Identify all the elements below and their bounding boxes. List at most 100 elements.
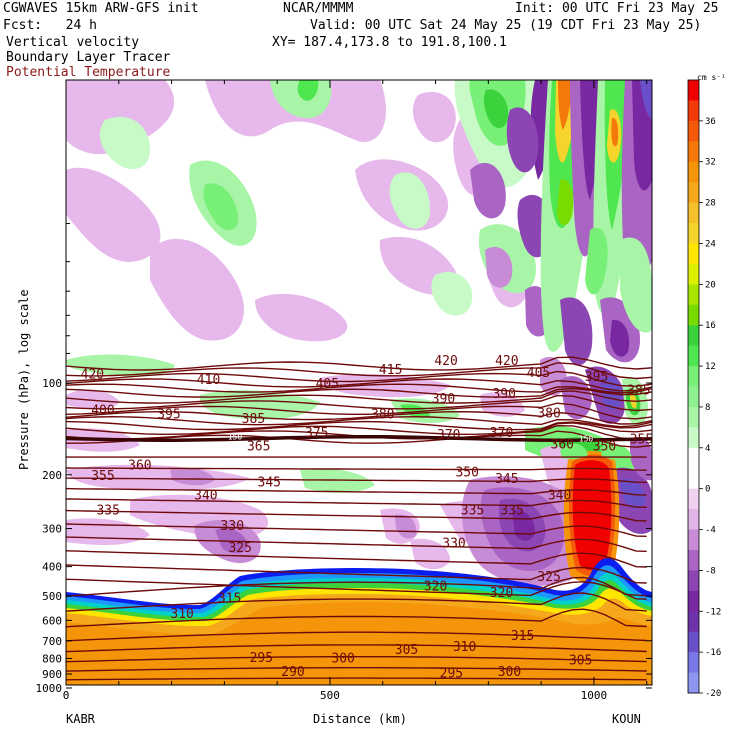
x-axis-title: Distance (km) (313, 712, 407, 726)
isentrope-line (66, 390, 652, 404)
svg-text:345: 345 (495, 472, 518, 487)
model-title: CGWAVES 15km ARW-GFS init (3, 1, 199, 16)
isentrope-line (66, 631, 647, 642)
isentrope-line (66, 422, 652, 436)
isentrope-line (66, 362, 652, 380)
init-time: Init: 00 UTC Fri 23 May 25 (515, 1, 719, 16)
isentrope-label: 295 (250, 651, 273, 666)
isentrope-line (66, 378, 652, 392)
isentrope-line (66, 487, 647, 496)
colorbar-swatch (688, 325, 699, 347)
colorbar-swatch (688, 386, 699, 408)
isentrope-label: 385 (627, 383, 650, 398)
colorbar-swatch (688, 120, 699, 142)
isentrope-label: 325 (228, 541, 251, 556)
isentrope-label: 340 (194, 488, 217, 503)
isentrope-label: 365 (247, 439, 270, 454)
colorbar-tick-label: 8 (705, 403, 710, 413)
right-station-label: KOUN (612, 712, 641, 726)
svg-text:390: 390 (492, 387, 515, 402)
isentrope-label: 395 (585, 370, 608, 385)
isentrope-label: 400 (91, 403, 114, 418)
y-tick-label: 800 (42, 652, 62, 665)
isentrope-line (66, 592, 647, 612)
isentrope-label: 405 (527, 366, 550, 381)
colorbar-swatch (688, 80, 699, 101)
colorbar-tick-label: 12 (705, 362, 716, 372)
isentrope-label: 390 (432, 392, 455, 407)
isentrope-label: 310 (453, 640, 476, 655)
forecast-hour: Fcst: 24 h (3, 18, 97, 33)
svg-text:335: 335 (96, 504, 119, 519)
svg-text:385: 385 (627, 383, 650, 398)
isentrope-label: 370 (490, 426, 513, 441)
colorbar-swatch (688, 141, 699, 163)
x-tick-label: 0 (63, 689, 70, 702)
colorbar-swatch (688, 345, 699, 367)
isentrope-label: 355 (630, 432, 652, 447)
isentrope-line (66, 370, 652, 388)
isentrope-label: 385 (242, 412, 265, 427)
isentrope-line (66, 467, 647, 471)
isentrope-label: 305 (395, 643, 418, 658)
colorbar-tick-label: 32 (705, 158, 716, 168)
isentrope-label: 420 (81, 367, 104, 382)
colorbar-swatch (688, 549, 699, 571)
isentrope-label: 405 (316, 377, 339, 392)
x-axis: 0 500 1000 (63, 80, 648, 702)
svg-text:295: 295 (250, 651, 273, 666)
isentrope-label: 395 (157, 408, 180, 423)
colorbar-tick-label: 0 (705, 485, 710, 495)
isentrope-label: 345 (258, 475, 281, 490)
isentrope-line (66, 550, 647, 568)
colorbar-swatch (688, 468, 699, 490)
boundary-layer-tracer (66, 557, 652, 685)
isentrope-label: 310 (170, 607, 193, 622)
isentrope-line (66, 498, 647, 508)
svg-text:410: 410 (197, 373, 220, 388)
isentrope-label: 320 (424, 580, 447, 595)
colorbar-swatch (688, 529, 699, 551)
isentrope-line (66, 644, 647, 653)
isentrope-line (66, 477, 647, 483)
isentrope-line (66, 509, 647, 522)
y-tick-label: 1000 (36, 682, 63, 695)
colorbar-tick-label: -4 (705, 526, 716, 536)
isentrope-line (66, 667, 647, 672)
y-axis-title: Pressure (hPa), log scale (17, 289, 31, 470)
svg-text:420: 420 (495, 354, 518, 369)
colorbar-swatch (688, 223, 699, 244)
isentrope-label: 300 (331, 652, 354, 667)
svg-text:335: 335 (500, 504, 523, 519)
isentrope-label: 355 (91, 469, 114, 484)
isentrope-label: 315 (218, 592, 241, 607)
colorbar-swatch (688, 488, 699, 510)
isentrope-label: 340 (548, 488, 571, 503)
colorbar-tick-label: 28 (705, 199, 716, 209)
colorbar-swatch (688, 100, 699, 122)
x-tick-label: 500 (320, 689, 340, 702)
svg-text:295: 295 (440, 667, 463, 682)
isentrope-line (66, 410, 652, 425)
isentrope-label: 390 (492, 387, 515, 402)
isentrope-label: 330 (442, 536, 465, 551)
field-vertical-velocity: Vertical velocity (6, 35, 140, 50)
svg-text:310: 310 (170, 607, 193, 622)
isentrope-label: 295 (440, 667, 463, 682)
colorbar-frame (687, 79, 700, 694)
y-tick-label: 500 (42, 590, 62, 603)
colorbar-swatch (688, 406, 699, 428)
isentrope-labels: 420 410 405 415 420 420 405 395 385 400 395 385 380 3… (81, 354, 652, 682)
colorbar-tick-label: 4 (705, 444, 710, 454)
svg-text:325: 325 (537, 570, 560, 585)
isentrope-line (66, 383, 652, 394)
colorbar-tick-label: -12 (705, 607, 721, 617)
svg-text:355: 355 (91, 469, 114, 484)
tropopause-line (66, 434, 652, 442)
isentrope-label: 320 (490, 586, 513, 601)
colorbar-swatch (688, 182, 699, 204)
isentrope-label: 335 (96, 504, 119, 519)
svg-text:370: 370 (437, 428, 460, 443)
isentrope-label: 335 (461, 504, 484, 519)
